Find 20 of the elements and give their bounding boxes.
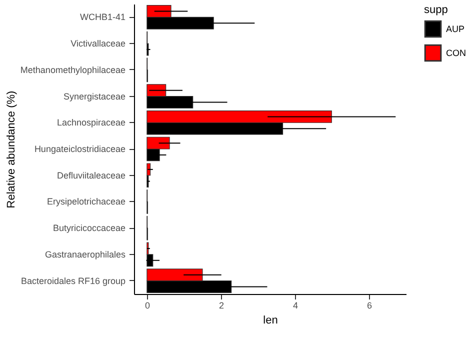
legend-label: AUP	[446, 24, 465, 34]
legend-label: CON	[446, 48, 466, 58]
y-tick-label: Methanomethylophilaceae	[20, 64, 126, 75]
y-tick-label: WCHB1-41	[80, 12, 126, 22]
y-tick-label: Erysipelotrichaceae	[46, 196, 126, 207]
y-tick-label: Synergistaceae	[63, 91, 126, 102]
y-tick-label: Defluviitaleaceae	[56, 170, 126, 180]
legend-title: supp	[424, 4, 448, 16]
y-axis-title: Relative abundance (%)	[5, 90, 18, 208]
x-tick-label: 2	[218, 300, 224, 310]
y-tick-label: Bacteroidales RF16 group	[20, 276, 126, 286]
y-tick-label: Butyricicoccaceae	[52, 223, 126, 234]
x-tick-label: 0	[144, 300, 150, 310]
y-tick-label: Hungateiclostridiaceae	[34, 144, 126, 154]
x-axis-title: len	[263, 314, 278, 326]
y-tick-label: Gastranaerophilales	[44, 249, 126, 260]
y-tick-label: Lachnospiraceae	[56, 118, 126, 128]
x-tick-label: 4	[292, 300, 298, 310]
y-tick-label: Victivallaceae	[70, 38, 126, 49]
x-tick-label: 6	[366, 300, 372, 310]
